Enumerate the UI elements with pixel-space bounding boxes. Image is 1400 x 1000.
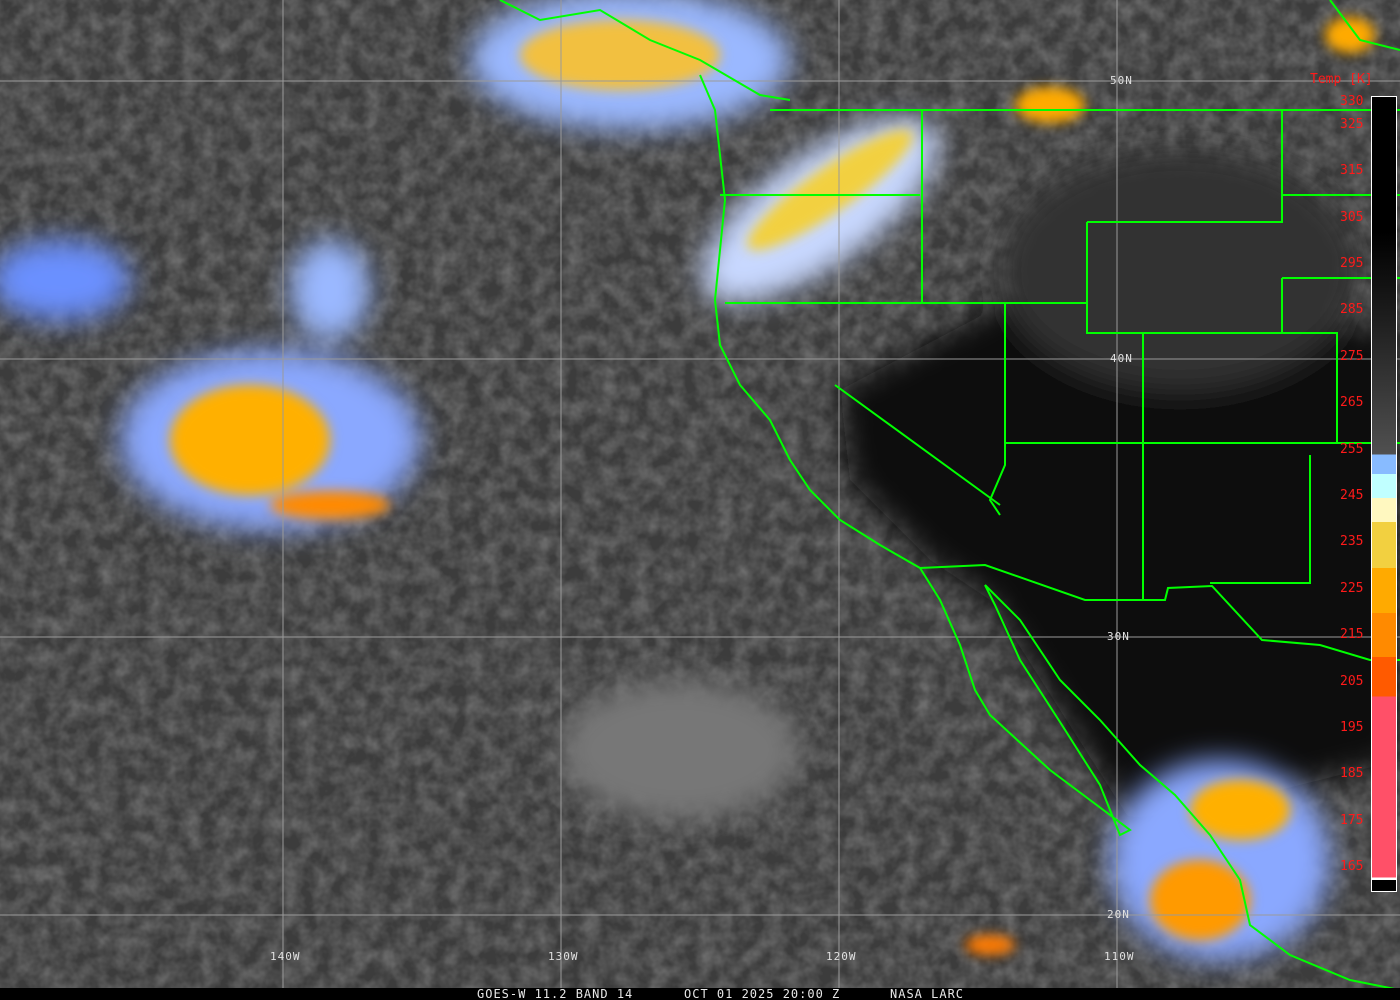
cold-cloud-tops bbox=[170, 17, 1375, 955]
legend-tick: 245 bbox=[1340, 488, 1364, 503]
legend-tick: 165 bbox=[1340, 859, 1364, 874]
legend-tick: 330 bbox=[1340, 94, 1364, 109]
legend-tick: 175 bbox=[1340, 813, 1364, 828]
legend-title: Temp [K] bbox=[1310, 72, 1373, 87]
legend-tick: 285 bbox=[1340, 302, 1364, 317]
legend-tick: 295 bbox=[1340, 256, 1364, 271]
legend-tick: 275 bbox=[1340, 349, 1364, 364]
satellite-band-label: GOES-W 11.2 BAND 14 bbox=[477, 987, 634, 1000]
legend-tick: 235 bbox=[1340, 534, 1364, 549]
temperature-color-bar bbox=[1371, 96, 1397, 892]
legend-tick: 315 bbox=[1340, 163, 1364, 178]
lon-label-110w: 110W bbox=[1104, 950, 1135, 963]
lon-label-120w: 120W bbox=[826, 950, 857, 963]
datetime-label: OCT 01 2025 20:00 Z bbox=[684, 987, 841, 1000]
lon-label-130w: 130W bbox=[548, 950, 579, 963]
legend-tick: 325 bbox=[1340, 117, 1364, 132]
coastlines-borders bbox=[499, 0, 1400, 991]
image-footer: GOES-W 11.2 BAND 14 OCT 01 2025 20:00 Z … bbox=[0, 988, 1400, 1000]
legend-tick: 205 bbox=[1340, 674, 1364, 689]
lat-label-50n: 50N bbox=[1110, 74, 1133, 87]
legend-tick: 215 bbox=[1340, 627, 1364, 642]
legend-tick: 255 bbox=[1340, 442, 1364, 457]
legend-tick: 265 bbox=[1340, 395, 1364, 410]
land-dark bbox=[840, 150, 1400, 820]
source-label: NASA LARC bbox=[890, 987, 965, 1000]
legend-tick: 195 bbox=[1340, 720, 1364, 735]
lat-label-40n: 40N bbox=[1110, 352, 1133, 365]
legend-tick: 225 bbox=[1340, 581, 1364, 596]
legend-tick: 305 bbox=[1340, 210, 1364, 225]
lon-label-140w: 140W bbox=[270, 950, 301, 963]
legend-tick: 185 bbox=[1340, 766, 1364, 781]
lat-label-20n: 20N bbox=[1107, 908, 1130, 921]
lat-label-30n: 30N bbox=[1107, 630, 1130, 643]
